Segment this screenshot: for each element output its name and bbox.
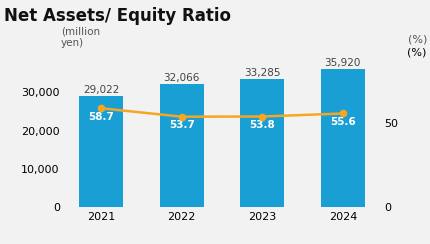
Text: 29,022: 29,022 [83, 85, 119, 95]
Text: 55.6: 55.6 [329, 117, 355, 127]
Bar [240, 80, 284, 207]
Text: 53.7: 53.7 [169, 120, 194, 130]
Text: (million
yen): (million yen) [61, 26, 100, 48]
Text: (%): (%) [408, 35, 427, 45]
Text: 53.8: 53.8 [249, 120, 274, 130]
Text: 33,285: 33,285 [243, 68, 280, 78]
Bar [320, 69, 364, 207]
Y-axis label: (%): (%) [406, 48, 426, 58]
Bar [79, 96, 123, 207]
Text: 32,066: 32,066 [163, 73, 200, 83]
Text: 35,920: 35,920 [324, 58, 360, 68]
Bar [159, 84, 203, 207]
Text: 58.7: 58.7 [88, 112, 114, 122]
Text: Net Assets/ Equity Ratio: Net Assets/ Equity Ratio [4, 7, 231, 25]
